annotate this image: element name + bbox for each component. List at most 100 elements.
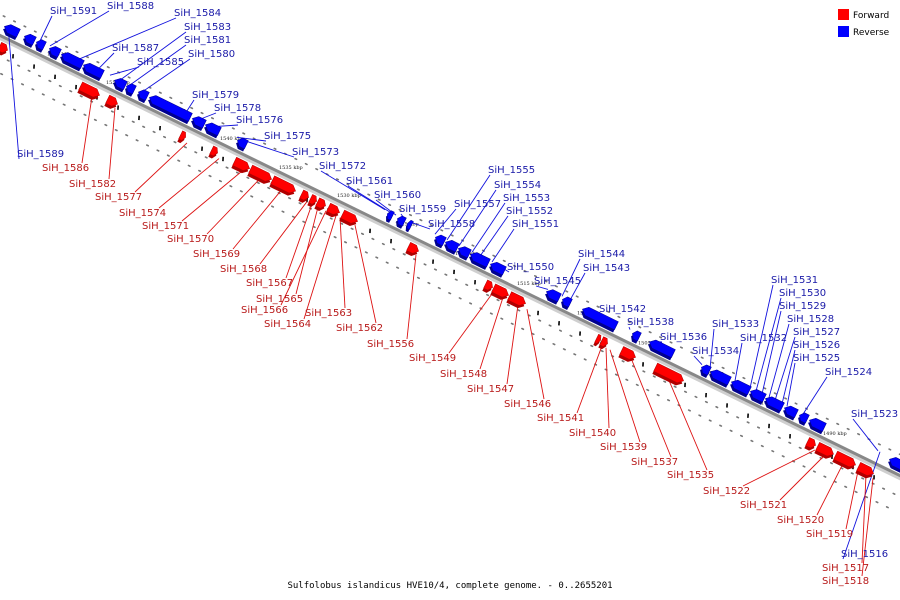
gene-r11 — [386, 210, 395, 223]
scale-tick-label: 1540 kbp — [220, 136, 244, 142]
gene-label-SiH_1531: SiH_1531 — [771, 275, 818, 286]
gene-f24 — [0, 42, 8, 56]
gene-r3 — [82, 62, 105, 82]
gene-label-SiH_1562: SiH_1562 — [336, 323, 383, 334]
leader-SiH_1535 — [667, 377, 708, 471]
gene-f22 — [832, 450, 856, 470]
gene-r6 — [137, 89, 150, 104]
gene-r28 — [764, 396, 785, 414]
leader-SiH_1562 — [354, 224, 377, 324]
gene-body-r14 — [435, 234, 447, 247]
gene-label-SiH_1566: SiH_1566 — [241, 305, 288, 316]
gene-r30 — [798, 412, 810, 426]
gene-body-f0 — [78, 81, 100, 98]
gene-label-SiH_1553: SiH_1553 — [503, 193, 550, 204]
gene-r20 — [561, 296, 573, 310]
leader-SiH_1564 — [303, 215, 337, 320]
gene-label-SiH_1536: SiH_1536 — [660, 332, 707, 343]
gene-r9 — [204, 122, 222, 139]
gene-label-SiH_1540: SiH_1540 — [569, 428, 616, 439]
gene-features — [0, 24, 900, 479]
gene-body-r18 — [490, 262, 507, 276]
backbone-line — [0, 33, 900, 478]
gene-f12 — [405, 242, 419, 257]
leader-SiH_1577 — [134, 142, 188, 193]
leader-SiH_1547 — [506, 304, 519, 385]
gene-r12 — [396, 215, 407, 229]
leader-SiH_1586 — [81, 96, 93, 164]
leader-SiH_1524 — [802, 376, 828, 415]
gene-body-f7 — [299, 189, 309, 201]
gene-label-SiH_1554: SiH_1554 — [494, 180, 541, 191]
gene-label-SiH_1518: SiH_1518 — [822, 576, 869, 587]
gene-f21 — [814, 442, 834, 459]
gene-label-SiH_1528: SiH_1528 — [787, 314, 834, 325]
gene-body-f13 — [483, 279, 493, 291]
leader-SiH_1571 — [181, 169, 244, 222]
gene-label-SiH_1574: SiH_1574 — [119, 208, 166, 219]
gene-label-SiH_1575: SiH_1575 — [264, 131, 311, 142]
gene-f16 — [593, 333, 602, 347]
gene-body-f12 — [406, 242, 419, 254]
gene-label-SiH_1547: SiH_1547 — [467, 384, 514, 395]
leader-SiH_1588 — [49, 10, 110, 47]
gene-f13 — [482, 279, 493, 293]
gene-r1 — [48, 46, 62, 61]
gene-body-f19 — [653, 362, 684, 383]
track-guides — [0, 15, 900, 510]
gene-f4 — [231, 156, 250, 174]
gene-body-r7 — [149, 95, 193, 122]
gene-body-f4 — [232, 156, 250, 171]
gene-label-SiH_1578: SiH_1578 — [214, 103, 261, 114]
gene-body-f20 — [805, 437, 816, 449]
gene-body-r34 — [24, 33, 37, 46]
gene-body-f23 — [856, 462, 874, 476]
gene-f7 — [298, 189, 309, 203]
scale-tick-label: 1515 kbp — [517, 281, 541, 287]
gene-f5 — [247, 164, 272, 184]
gene-body-f15 — [507, 291, 526, 306]
gene-f23 — [855, 462, 874, 479]
legend-reverse-swatch — [838, 26, 849, 37]
leader-SiH_1520 — [816, 463, 844, 516]
gene-label-SiH_1532: SiH_1532 — [740, 333, 787, 344]
guide-line-2 — [0, 72, 891, 510]
leader-SiH_1521 — [779, 454, 826, 501]
gene-f11 — [339, 209, 358, 226]
leader-SiH_1528 — [768, 323, 790, 398]
gene-label-SiH_1560: SiH_1560 — [374, 190, 421, 201]
legend: Forward Reverse — [838, 9, 890, 38]
gene-label-SiH_1526: SiH_1526 — [793, 340, 840, 351]
gene-f20 — [804, 437, 816, 451]
gene-body-r27 — [750, 389, 767, 403]
scale-tick-label: 1530 kbp — [337, 193, 361, 199]
gene-label-SiH_1563: SiH_1563 — [305, 308, 352, 319]
scale-tick-label: 1490 kbp — [823, 431, 847, 437]
gene-label-SiH_1581: SiH_1581 — [184, 35, 231, 46]
gene-label-SiH_1587: SiH_1587 — [112, 43, 159, 54]
gene-body-r13 — [406, 219, 414, 230]
gene-label-SiH_1571: SiH_1571 — [142, 221, 189, 232]
leader-SiH_1538 — [628, 326, 631, 330]
leader-SiH_1587 — [97, 52, 115, 70]
gene-label-SiH_1537: SiH_1537 — [631, 457, 678, 468]
gene-r15 — [444, 240, 460, 255]
gene-label-SiH_1539: SiH_1539 — [600, 442, 647, 453]
gene-body-r12 — [397, 215, 407, 227]
leader-SiH_1591 — [39, 15, 53, 42]
gene-label-SiH_1579: SiH_1579 — [192, 90, 239, 101]
leader-SiH_1531 — [749, 284, 774, 389]
gene-r24 — [700, 364, 712, 378]
gene-body-f5 — [248, 164, 272, 182]
gene-body-f1 — [105, 94, 118, 107]
backbone-shadow — [0, 34, 900, 481]
gene-label-SiH_1584: SiH_1584 — [174, 8, 221, 19]
leader-SiH_1558 — [409, 221, 431, 230]
gene-body-r0 — [36, 39, 47, 51]
leader-SiH_1555 — [446, 174, 491, 241]
gene-body-f14 — [491, 283, 509, 298]
leader-SiH_1519 — [845, 470, 859, 530]
leader-SiH_1518 — [861, 478, 874, 577]
gene-body-r31 — [809, 418, 827, 432]
